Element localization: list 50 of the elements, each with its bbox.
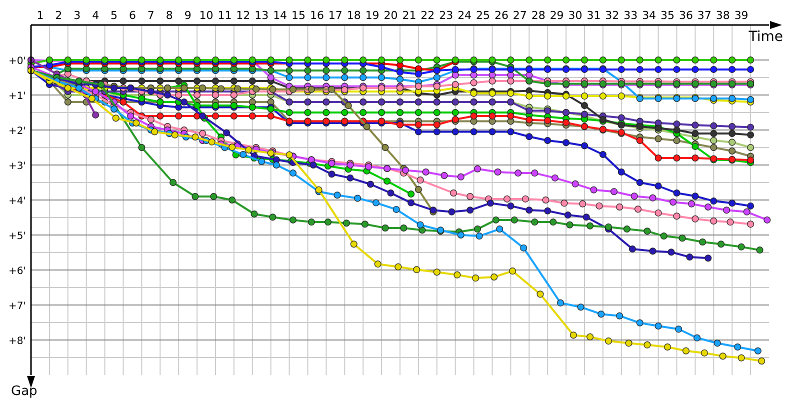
x-tick-label: 5 (110, 9, 118, 22)
x-tick-label: 38 (716, 9, 730, 22)
x-tick-label: 35 (660, 9, 675, 22)
y-tick-label: +2' (8, 126, 26, 137)
x-tick-label: 8 (166, 9, 173, 22)
x-tick-label: 34 (642, 9, 656, 22)
y-tick-label: +0' (8, 56, 26, 67)
x-tick-label: 13 (254, 9, 269, 22)
x-tick-label: 10 (199, 9, 214, 22)
x-tick-label: 33 (624, 9, 638, 22)
x-tick-label: 4 (92, 9, 100, 22)
x-tick-label: 12 (236, 9, 250, 22)
x-tick-label: 30 (568, 9, 582, 22)
x-tick-label: 3 (74, 9, 81, 22)
x-tick-label: 15 (292, 9, 306, 22)
x-tick-label: 23 (439, 9, 454, 22)
y-axis-title: Gap (11, 384, 38, 399)
x-tick-label: 39 (734, 9, 748, 22)
x-tick-label: 9 (184, 9, 192, 22)
x-tick-label: 36 (678, 9, 693, 22)
x-tick-label: 28 (531, 9, 546, 22)
y-tick-label: +1' (8, 91, 26, 102)
x-tick-label: 18 (346, 9, 361, 22)
x-tick-label: 2 (55, 9, 62, 22)
x-tick-label: 32 (605, 9, 620, 22)
y-tick-label: +8' (8, 336, 26, 347)
y-tick-label: +4' (8, 196, 26, 207)
x-tick-label: 27 (512, 9, 527, 22)
y-tick-label: +3' (8, 161, 26, 172)
y-tick-label: +6' (8, 266, 26, 277)
y-tick-label: +7' (8, 301, 26, 312)
x-tick-label: 6 (128, 9, 136, 22)
x-tick-label: 16 (310, 9, 324, 22)
y-tick-label: +5' (8, 231, 26, 242)
x-tick-label: 11 (218, 9, 232, 22)
x-tick-label: 24 (458, 9, 472, 22)
x-tick-label: 19 (365, 9, 380, 22)
x-tick-label: 20 (384, 9, 398, 22)
x-tick-label: 31 (586, 9, 601, 22)
x-tick-label: 1 (36, 9, 44, 22)
x-tick-label: 37 (697, 9, 712, 22)
x-tick-label: 17 (328, 9, 342, 22)
x-axis-title: Time (748, 29, 783, 45)
x-tick-label: 29 (550, 9, 564, 22)
x-tick-label: 26 (494, 9, 508, 22)
x-tick-label: 25 (476, 9, 490, 22)
x-tick-label: 21 (402, 9, 416, 22)
x-tick-label: 22 (420, 9, 435, 22)
x-tick-label: 14 (273, 9, 288, 22)
x-tick-label: 7 (147, 9, 154, 22)
